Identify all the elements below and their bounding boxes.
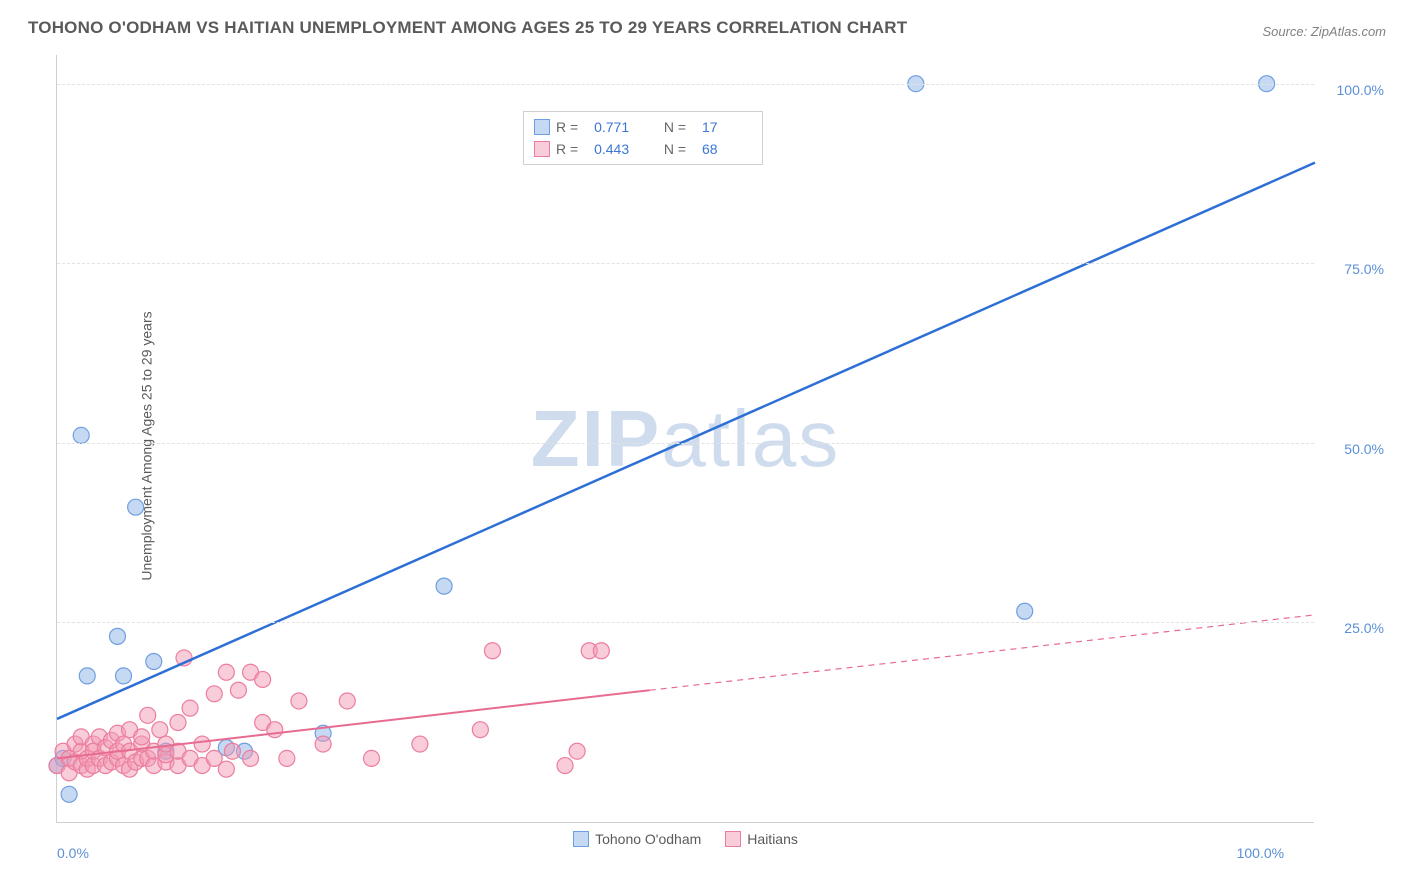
data-point <box>140 707 156 723</box>
y-tick-label: 100.0% <box>1337 82 1384 98</box>
legend-correlation: R = 0.771 N = 17R = 0.443 N = 68 <box>523 111 763 165</box>
data-point <box>315 736 331 752</box>
data-point <box>218 664 234 680</box>
legend-series-label: Tohono O'odham <box>595 831 701 847</box>
y-tick-label: 75.0% <box>1344 261 1384 277</box>
gridline <box>57 263 1314 264</box>
data-point <box>291 693 307 709</box>
data-point <box>436 578 452 594</box>
gridline <box>57 84 1314 85</box>
legend-swatch <box>534 141 550 157</box>
data-point <box>484 643 500 659</box>
data-point <box>206 686 222 702</box>
stat-label-r: R = <box>556 141 578 157</box>
source-link[interactable]: Source: ZipAtlas.com <box>1262 24 1386 39</box>
stat-label-n: N = <box>664 119 686 135</box>
data-point <box>364 750 380 766</box>
data-point <box>267 722 283 738</box>
data-point <box>412 736 428 752</box>
plot-area: ZIPatlas R = 0.771 N = 17R = 0.443 N = 6… <box>56 55 1314 823</box>
data-point <box>243 750 259 766</box>
data-point <box>557 758 573 774</box>
stat-label-n: N = <box>664 141 686 157</box>
data-point <box>79 668 95 684</box>
stat-value-n: 68 <box>702 141 752 157</box>
data-point <box>134 729 150 745</box>
legend-series-item: Tohono O'odham <box>573 831 701 847</box>
data-point <box>569 743 585 759</box>
plot-svg <box>57 55 1314 822</box>
data-point <box>1017 603 1033 619</box>
legend-stat-row: R = 0.443 N = 68 <box>534 138 752 160</box>
legend-series: Tohono O'odham Haitians <box>57 831 1314 850</box>
legend-series-label: Haitians <box>747 831 798 847</box>
y-tick-label: 25.0% <box>1344 620 1384 636</box>
x-tick-label: 0.0% <box>57 845 89 861</box>
legend-swatch <box>534 119 550 135</box>
x-tick-label: 100.0% <box>1237 845 1284 861</box>
data-point <box>152 722 168 738</box>
data-point <box>128 499 144 515</box>
stat-label-r: R = <box>556 119 578 135</box>
data-point <box>109 628 125 644</box>
data-point <box>194 736 210 752</box>
data-point <box>224 743 240 759</box>
gridline <box>57 622 1314 623</box>
data-point <box>61 786 77 802</box>
data-point <box>230 682 246 698</box>
regression-line <box>57 163 1315 719</box>
data-point <box>593 643 609 659</box>
data-point <box>472 722 488 738</box>
data-point <box>339 693 355 709</box>
gridline <box>57 443 1314 444</box>
chart-title: TOHONO O'ODHAM VS HAITIAN UNEMPLOYMENT A… <box>28 18 907 38</box>
regression-line-extrapolated <box>650 615 1315 690</box>
legend-stat-row: R = 0.771 N = 17 <box>534 116 752 138</box>
data-point <box>73 427 89 443</box>
stat-value-r: 0.443 <box>594 141 644 157</box>
stat-value-r: 0.771 <box>594 119 644 135</box>
data-point <box>255 671 271 687</box>
data-point <box>116 668 132 684</box>
stat-value-n: 17 <box>702 119 752 135</box>
legend-swatch <box>725 831 741 847</box>
y-tick-label: 50.0% <box>1344 441 1384 457</box>
legend-swatch <box>573 831 589 847</box>
data-point <box>182 700 198 716</box>
data-point <box>146 654 162 670</box>
data-point <box>170 715 186 731</box>
legend-series-item: Haitians <box>725 831 798 847</box>
data-point <box>279 750 295 766</box>
data-point <box>218 761 234 777</box>
